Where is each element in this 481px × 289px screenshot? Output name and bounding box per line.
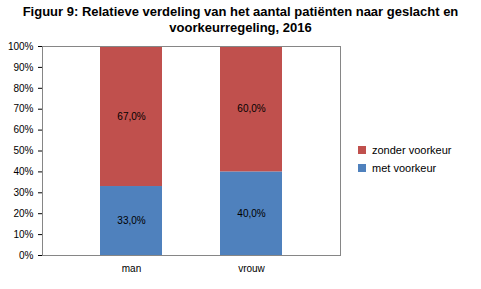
svg-text:50%: 50% bbox=[13, 145, 33, 156]
html-text:Figuur 9: Relatieve verdeling: Figuur 9: Relatieve verdeling van het aa… bbox=[22, 4, 459, 35]
svg-text:60,0%: 60,0% bbox=[237, 103, 265, 114]
svg-text:20%: 20% bbox=[13, 208, 33, 219]
html-text:met voorkeur: met voorkeur bbox=[372, 161, 437, 174]
svg-text:70%: 70% bbox=[13, 103, 33, 114]
svg-text:90%: 90% bbox=[13, 62, 33, 73]
svg-text:vrouw: vrouw bbox=[238, 263, 265, 274]
svg-text:40%: 40% bbox=[13, 166, 33, 177]
svg-text:10%: 10% bbox=[13, 229, 33, 240]
svg-text:man: man bbox=[122, 263, 141, 274]
svg-text:33,0%: 33,0% bbox=[117, 215, 145, 226]
svg-text:100%: 100% bbox=[8, 41, 34, 52]
html-text:zonder voorkeur: zonder voorkeur bbox=[372, 143, 452, 156]
svg-text:30%: 30% bbox=[13, 187, 33, 198]
svg-text:60%: 60% bbox=[13, 124, 33, 135]
svg-text:80%: 80% bbox=[13, 83, 33, 94]
svg-text:40,0%: 40,0% bbox=[237, 208, 265, 219]
svg-text:0%: 0% bbox=[19, 250, 34, 261]
svg-text:67,0%: 67,0% bbox=[117, 111, 145, 122]
